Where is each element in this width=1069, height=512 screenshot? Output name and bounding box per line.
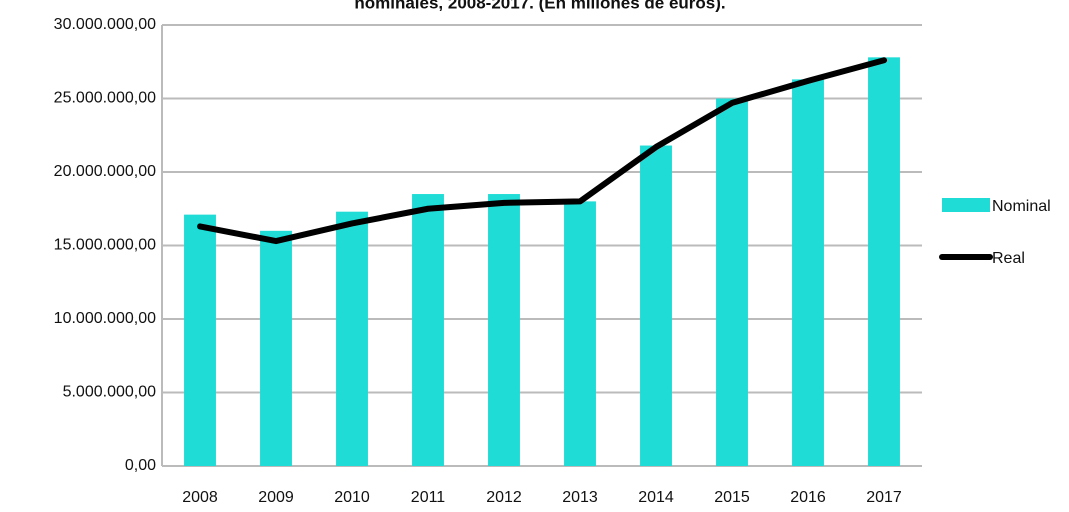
x-tick-label: 2016: [790, 489, 826, 506]
y-tick-label: 0,00: [125, 457, 156, 474]
x-tick-label: 2011: [411, 489, 446, 506]
bar: [260, 230, 292, 466]
x-tick-label: 2010: [334, 489, 370, 506]
x-tick-label: 2013: [562, 489, 598, 506]
bar: [640, 145, 672, 467]
line: [197, 57, 887, 245]
x-tick-label: 2014: [638, 489, 674, 506]
y-tick-label: 5.000.000,00: [63, 384, 157, 401]
x-tick-label: 2008: [182, 489, 218, 506]
y-tick-label: 15.000.000,00: [54, 237, 156, 254]
bar: [792, 79, 824, 466]
y-tick-label: 30.000.000,00: [54, 16, 156, 33]
bar: [564, 201, 596, 466]
x-tick-label: 2015: [714, 489, 750, 506]
legend-label: Real: [992, 250, 1025, 267]
legend-swatch: [942, 198, 990, 212]
bar: [868, 57, 900, 467]
x-tick-label: 2012: [486, 489, 522, 506]
y-tick-label: 20.000.000,00: [54, 163, 156, 180]
bar: [488, 194, 520, 467]
y-tick-label: 10.000.000,00: [54, 310, 156, 327]
x-tick-label: 2009: [258, 489, 294, 506]
y-tick-label: 25.000.000,00: [54, 90, 156, 107]
bar: [412, 194, 444, 467]
bar: [336, 211, 368, 466]
legend-label: Nominal: [992, 198, 1051, 215]
bar: [184, 214, 216, 466]
x-tick-label: 2017: [866, 489, 902, 506]
chart-title: nominales, 2008-2017. (En millones de eu…: [354, 0, 725, 12]
bar: [716, 98, 748, 466]
